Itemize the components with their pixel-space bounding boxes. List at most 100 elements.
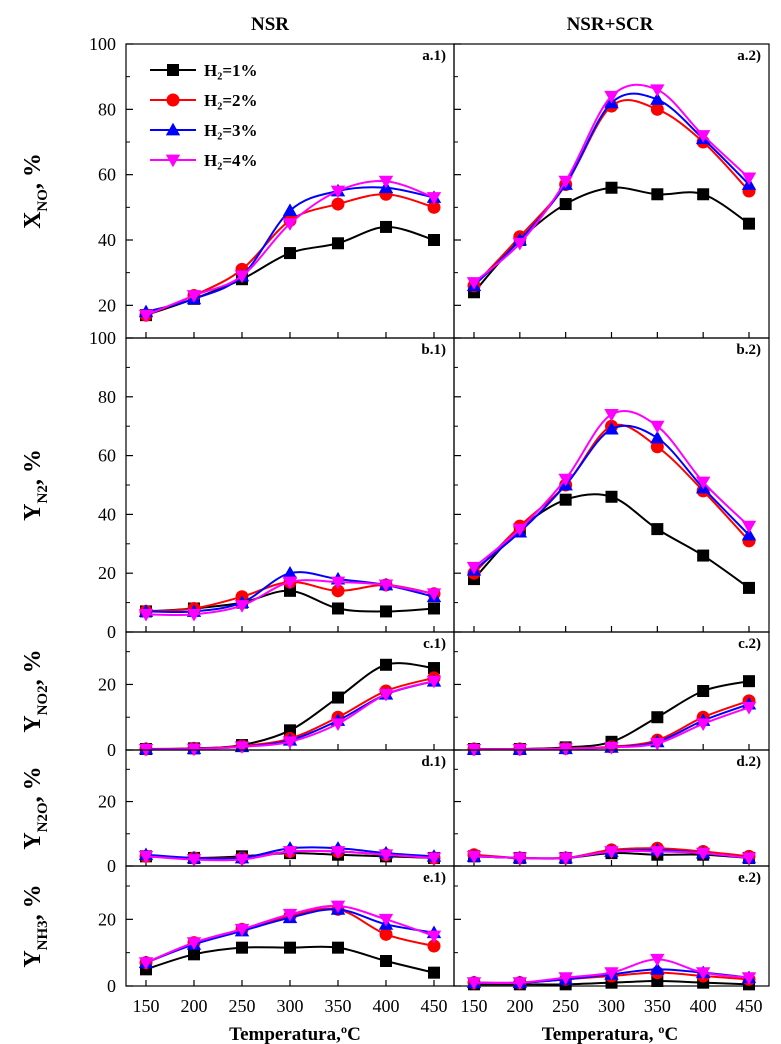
- data-point-d1-s4-7: [426, 852, 442, 866]
- y-axis-label-subscript: N2: [35, 485, 51, 503]
- data-point-c2-s1-5: [651, 711, 664, 724]
- y-axis-label-subscript: NO: [35, 189, 51, 212]
- data-point-d2-s4-4: [604, 846, 619, 859]
- x-tick-label: 300: [598, 996, 625, 1016]
- data-point-b2-s1-5: [651, 523, 664, 536]
- data-point-b2-s4-5: [650, 420, 665, 434]
- y-tick-label: 40: [98, 504, 116, 524]
- data-point-b1-s1-7: [428, 602, 440, 615]
- data-point-d2-s4-3: [558, 852, 573, 866]
- data-point-b2-s4-2: [512, 523, 528, 537]
- data-point-b2-s4-1: [466, 561, 482, 575]
- data-point-e1-s2-6: [379, 927, 393, 941]
- y-axis-label-c1: YNO2, %: [20, 649, 51, 732]
- data-point-e1-s1-4: [284, 941, 296, 954]
- y-tick-label: 0: [107, 976, 116, 996]
- legend-marker-1: [167, 64, 179, 76]
- data-point-b1-s4-2: [186, 608, 202, 622]
- data-point-e1-s4-1: [138, 957, 154, 970]
- data-point-b1-s3-4: [282, 566, 298, 579]
- column-title-nsr-scr: NSR+SCR: [567, 14, 654, 35]
- panel-c1: 0 20 c.1) YNO2, %: [20, 631, 455, 760]
- y-axis-label-unit: , %: [20, 766, 46, 802]
- x-tick-label: 200: [181, 996, 208, 1016]
- data-point-d2-s4-5: [650, 846, 665, 859]
- data-point-a2-s2-5: [650, 102, 664, 116]
- y-tick-label: 100: [89, 34, 116, 54]
- data-point-d1-s4-5: [330, 846, 346, 859]
- column-title-nsr: NSR: [251, 14, 289, 35]
- x-axis-label-right: Temperatura, ºC: [542, 1024, 678, 1044]
- x-tick-label: 450: [421, 996, 448, 1016]
- y-tick-label: 60: [98, 165, 116, 185]
- y-axis-label-unit: , %: [20, 884, 46, 920]
- panel-label-b2: b.2): [736, 342, 761, 358]
- data-point-a1-s4-1: [138, 309, 154, 323]
- data-point-c1-s1-7: [428, 662, 440, 675]
- y-axis-label-a1: XNO, %: [20, 153, 51, 229]
- data-point-b2-s3-4: [604, 421, 619, 435]
- data-point-d1-s4-2: [186, 854, 202, 867]
- data-point-d2-s4-1: [466, 850, 482, 864]
- data-point-b2-s4-7: [741, 520, 757, 534]
- panel-e2: 150 200 250 300 350 400 450 e.2): [453, 865, 770, 1016]
- y-axis-label-d1: YN2O, %: [20, 766, 51, 849]
- y-axis-label-b1: YN2, %: [20, 449, 51, 521]
- y-tick-label: 20: [98, 674, 116, 694]
- data-point-a1-s4-4: [282, 218, 298, 231]
- data-point-b1-s1-6: [380, 605, 392, 618]
- data-point-a2-s4-2: [512, 237, 528, 251]
- legend-label-2: H₂=2%: [204, 91, 258, 110]
- x-tick-label: 400: [690, 996, 717, 1016]
- x-axis-label-left: Temperatura,ºC: [229, 1024, 361, 1044]
- data-point-e1-s4-3: [234, 923, 250, 937]
- data-point-a2-s4-1: [466, 277, 482, 290]
- y-tick-label: 80: [98, 387, 116, 407]
- data-point-b1-s4-7: [426, 588, 442, 601]
- data-point-b1-s4-6: [378, 579, 394, 593]
- data-point-e2-s4-3: [558, 972, 573, 985]
- panel-label-b1: b.1): [421, 342, 446, 358]
- data-point-b2-s4-4: [604, 409, 619, 422]
- y-axis-label-subscript: NO2: [35, 685, 51, 715]
- data-point-a1-s4-6: [378, 175, 394, 189]
- data-point-b1-s1-5: [332, 602, 344, 615]
- data-point-a2-s4-4: [604, 90, 619, 104]
- data-point-b1-s4-3: [234, 600, 250, 613]
- data-point-b1-s4-1: [138, 608, 154, 622]
- y-axis-label-main: X: [20, 211, 46, 229]
- panel-b2-frame: [453, 337, 770, 633]
- data-point-d1-s4-6: [378, 849, 394, 862]
- data-point-a1-s1-7: [428, 234, 440, 246]
- data-point-e2-s3-5: [650, 962, 665, 975]
- y-tick-label: 20: [98, 909, 116, 929]
- data-point-c1-s1-6: [380, 658, 392, 671]
- data-point-a2-s4-7: [741, 172, 757, 186]
- y-axis-label-main: Y: [20, 715, 46, 732]
- data-point-a2-s4-6: [695, 130, 711, 143]
- data-point-e2-s4-5: [650, 953, 665, 967]
- legend-label-4: H₂=4%: [204, 151, 258, 170]
- y-axis-label-main: Y: [20, 832, 46, 849]
- legend: H₂=1% H₂=2% H₂=3% H₂=4%: [150, 61, 258, 170]
- data-point-e1-s4-5: [330, 900, 346, 914]
- y-tick-label: 0: [107, 856, 116, 876]
- data-point-c1-s4-3: [234, 741, 250, 754]
- x-tick-label: 450: [736, 996, 763, 1016]
- data-point-b2-s1-3: [559, 493, 572, 506]
- data-point-d2-s4-7: [741, 852, 757, 866]
- y-tick-label: 20: [98, 792, 116, 812]
- data-point-d1-s4-4: [282, 846, 298, 859]
- data-point-b1-s4-5: [330, 576, 346, 590]
- panel-a1: 20 40 60 80 100 a.1) XNO, %: [20, 34, 455, 339]
- data-point-e1-s1-6: [380, 955, 392, 967]
- data-point-a1-s4-5: [330, 185, 346, 199]
- panel-c2-frame: [453, 631, 770, 751]
- panel-label-c2: c.2): [738, 636, 761, 652]
- data-point-b2-s1-7: [743, 581, 755, 594]
- x-tick-label: 150: [461, 996, 488, 1016]
- y-axis-label-unit: , %: [20, 153, 46, 189]
- data-point-c2-s4-4: [604, 741, 619, 755]
- panel-d1: 0 20 d.1) YN2O, %: [20, 749, 455, 876]
